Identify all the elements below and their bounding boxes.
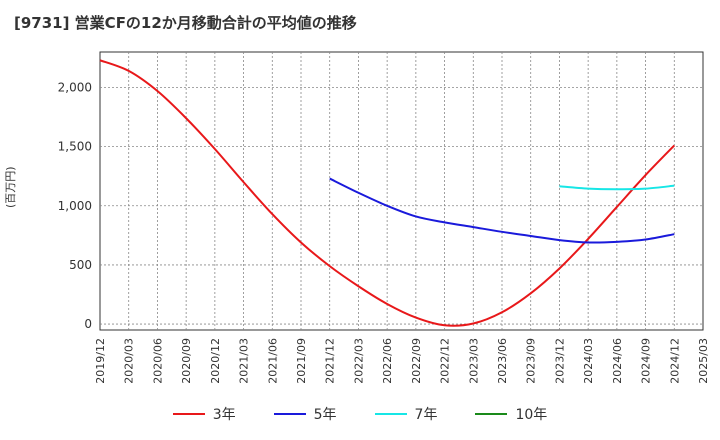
x-tick-label: 2020/06 bbox=[151, 338, 164, 384]
y-tick-label: 500 bbox=[69, 258, 92, 272]
legend-label: 7年 bbox=[414, 407, 438, 423]
x-tick-label: 2023/06 bbox=[496, 338, 509, 384]
x-tick-label: 2024/06 bbox=[611, 338, 624, 384]
legend-item-10y: 10年 bbox=[475, 404, 547, 424]
x-tick-label: 2020/09 bbox=[180, 338, 193, 384]
x-tick-label: 2025/03 bbox=[697, 338, 710, 384]
legend-swatch bbox=[273, 413, 306, 415]
x-tick-label: 2022/09 bbox=[410, 338, 423, 384]
x-tick-label: 2021/06 bbox=[266, 338, 279, 384]
legend-label: 5年 bbox=[313, 407, 337, 423]
legend-item-3y: 3年 bbox=[172, 404, 236, 424]
legend-label: 3年 bbox=[212, 407, 236, 423]
legend-label: 10年 bbox=[515, 407, 548, 423]
x-tick-label: 2023/12 bbox=[553, 338, 566, 384]
y-tick-label: 2,000 bbox=[58, 80, 92, 94]
chart-title: [9731] 営業CFの12か月移動合計の平均値の推移 bbox=[14, 14, 357, 32]
x-tick-label: 2020/12 bbox=[209, 338, 222, 384]
series-line-3年 bbox=[99, 59, 676, 327]
x-tick-label: 2021/12 bbox=[324, 338, 337, 384]
y-tick-label: 1,000 bbox=[58, 199, 92, 213]
series-line-5年 bbox=[329, 177, 675, 244]
legend-swatch bbox=[374, 413, 407, 415]
x-tick-label: 2023/09 bbox=[525, 338, 538, 384]
legend-item-7y: 7年 bbox=[374, 404, 438, 424]
y-tick-label: 1,500 bbox=[58, 140, 92, 154]
x-tick-label: 2022/03 bbox=[352, 338, 365, 384]
legend-swatch bbox=[475, 413, 508, 415]
legend-swatch bbox=[172, 413, 205, 415]
x-tick-label: 2021/09 bbox=[295, 338, 308, 384]
series-line-7年 bbox=[559, 184, 675, 191]
x-tick-label: 2023/03 bbox=[467, 338, 480, 384]
x-tick-label: 2022/06 bbox=[381, 338, 394, 384]
legend-item-5y: 5年 bbox=[273, 404, 337, 424]
x-tick-label: 2024/03 bbox=[582, 338, 595, 384]
x-tick-label: 2020/03 bbox=[123, 338, 136, 384]
x-tick-label: 2022/12 bbox=[439, 338, 452, 384]
x-tick-label: 2019/12 bbox=[94, 338, 107, 384]
x-tick-label: 2024/12 bbox=[668, 338, 681, 384]
y-tick-label: 0 bbox=[84, 317, 92, 331]
plot-frame bbox=[99, 51, 704, 331]
legend: 3年 5年 7年 10年 bbox=[0, 404, 720, 424]
x-tick-label: 2024/09 bbox=[640, 338, 653, 384]
x-tick-label: 2021/03 bbox=[238, 338, 251, 384]
